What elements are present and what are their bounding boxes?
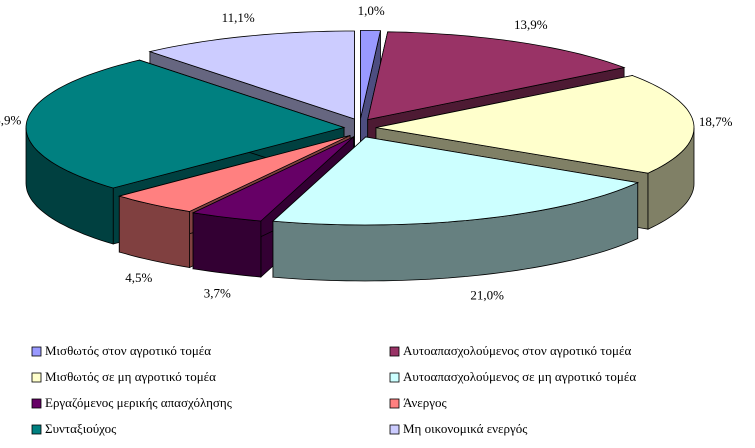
data-label: 11,1% <box>222 10 255 25</box>
slice <box>148 30 355 120</box>
slice <box>117 135 351 212</box>
legend-swatch <box>389 372 400 383</box>
slice-side <box>192 212 262 278</box>
legend-swatch <box>31 398 42 409</box>
legend-swatch <box>389 424 400 435</box>
slice <box>272 136 640 226</box>
data-label: 18,7% <box>699 114 733 129</box>
legend-swatch <box>31 346 42 357</box>
legend-label: Αυτοαπασχολούμενος στον αγροτικό τομέα <box>403 343 631 358</box>
legend-label: Συνταξιούχος <box>45 421 117 436</box>
data-label: 3,7% <box>204 285 231 300</box>
data-label: 1,0% <box>358 3 385 18</box>
data-label: 21,0% <box>470 287 504 302</box>
data-label: 4,5% <box>125 270 152 285</box>
legend-swatch <box>31 372 42 383</box>
slice <box>191 136 354 222</box>
slice <box>375 75 695 174</box>
legend-label: Μισθωτός στον αγροτικό τομέα <box>45 343 211 358</box>
slice <box>25 59 346 189</box>
slice <box>360 30 381 119</box>
legend-label: Μη οικονομικά ενεργός <box>403 421 528 436</box>
slice <box>367 31 626 121</box>
data-label: 13,9% <box>514 17 548 32</box>
legend-swatch <box>389 398 400 409</box>
legend-label: Εργαζόμενος μερικής απασχόλησης <box>45 395 233 410</box>
legend-label: Αυτοαπασχολούμενος σε μη αγροτικό τομέα <box>403 369 636 384</box>
legend-label: Άνεργος <box>403 395 447 410</box>
legend-label: Μισθωτός σε μη αγροτικό τομέα <box>45 369 216 384</box>
legend-swatch <box>389 346 400 357</box>
slice-tops <box>25 30 695 226</box>
data-label: 25,9% <box>0 112 22 127</box>
legend-swatch <box>31 424 42 435</box>
